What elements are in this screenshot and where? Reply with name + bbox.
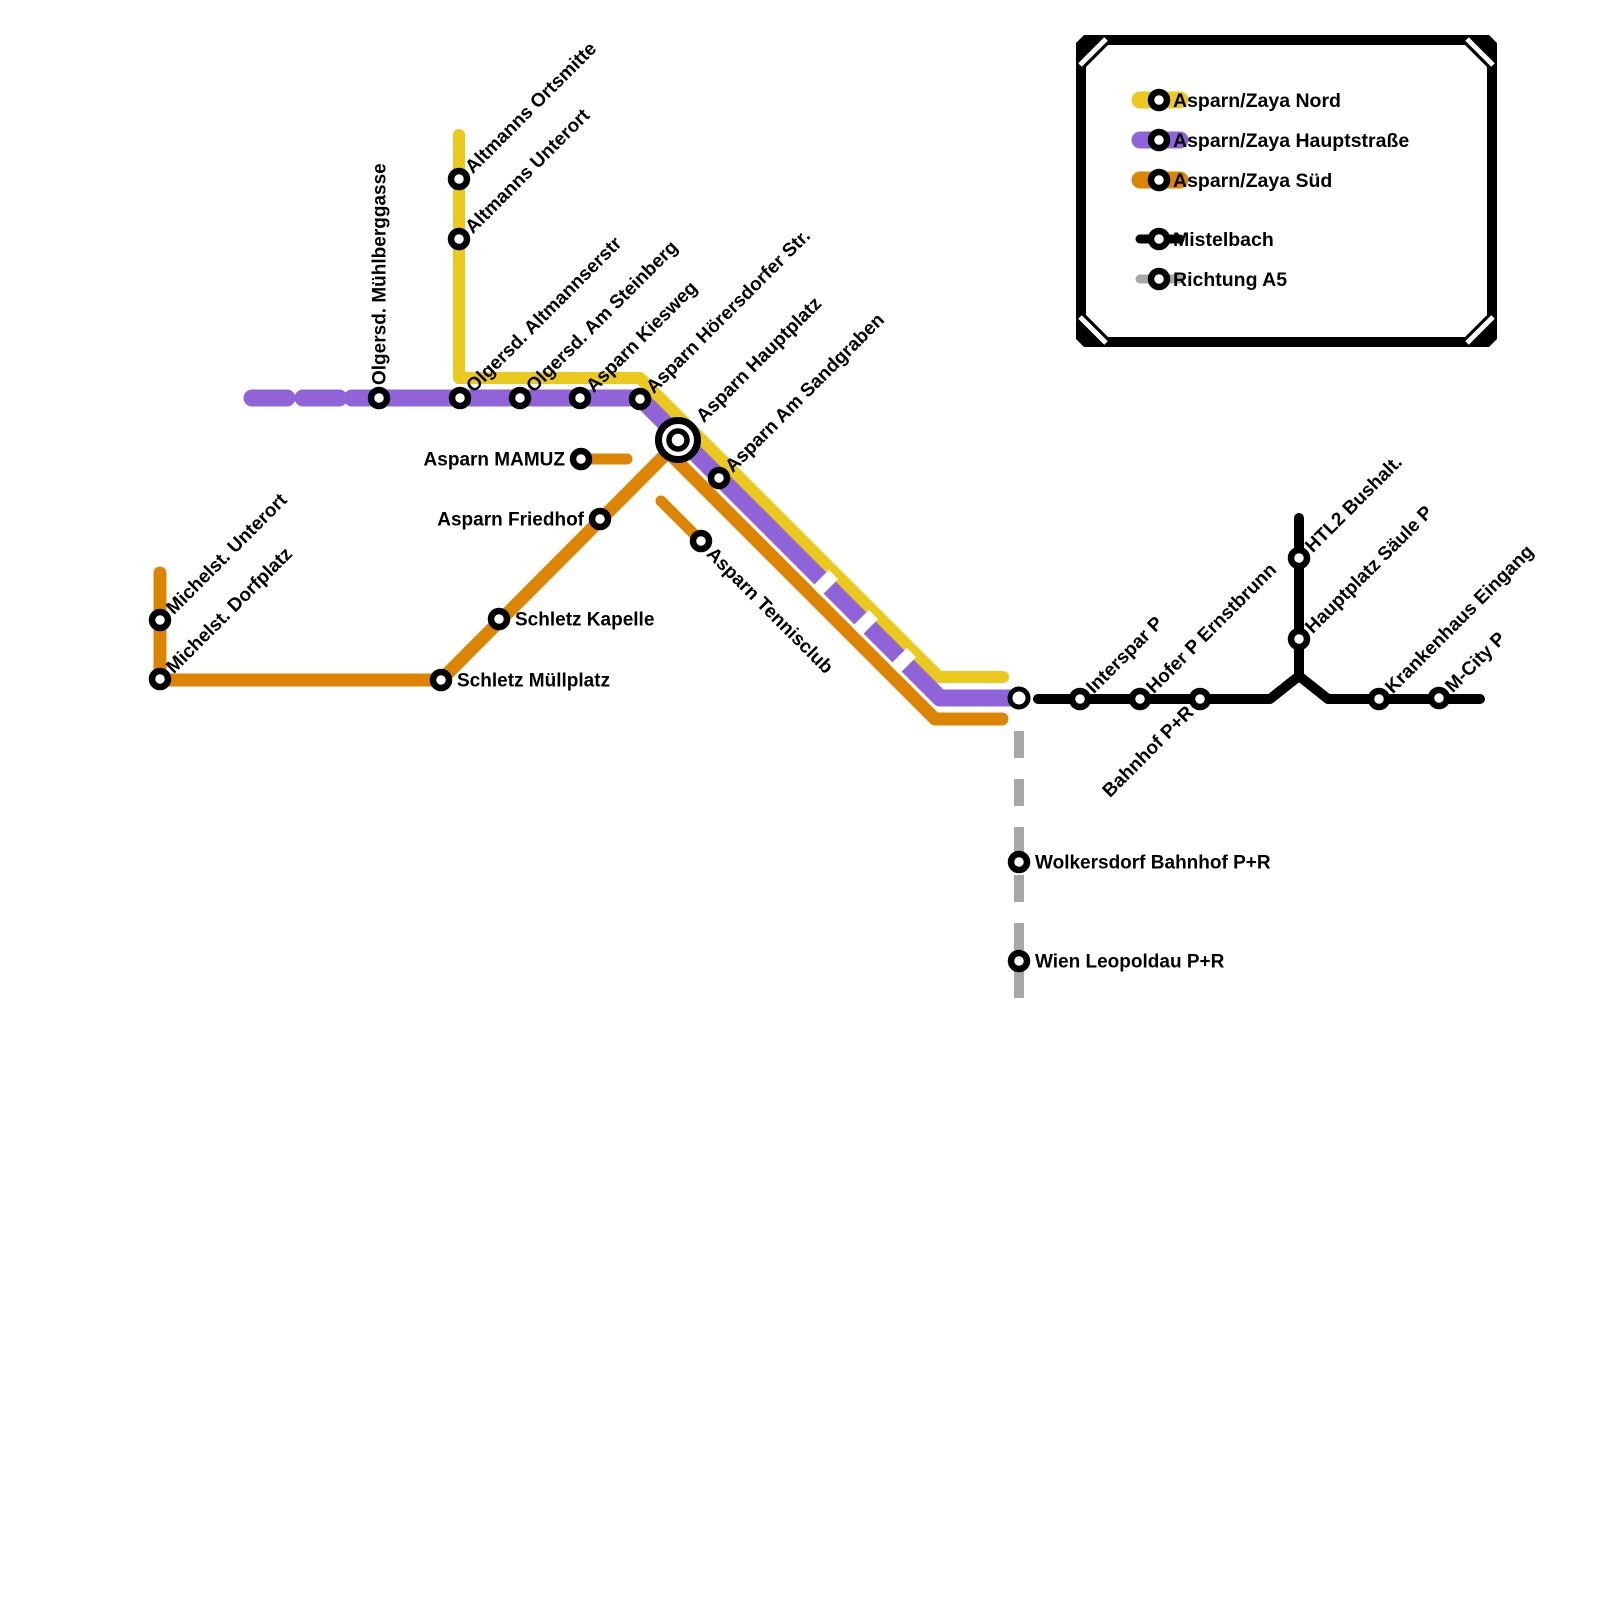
legend-station-icon [1147,88,1171,112]
legend-station-icon [1147,227,1171,251]
purple-dash-gap [851,609,879,637]
station-bahnhof-p-r [1188,687,1212,711]
station-krankenhaus-eingang [1367,687,1391,711]
legend-item-asparn-zaya-sued: Asparn/Zaya Süd [1131,168,1332,192]
legend-frame-corner-slit [1078,37,1108,67]
stations [148,167,1451,973]
station-label-schletz-m-llplatz: Schletz Müllplatz [457,671,610,692]
station-altmanns-ortsmitte [447,167,471,191]
purple-dash-gap [889,647,917,675]
station-asparn-friedhof [588,507,612,531]
station-label-asparn-friedhof: Asparn Friedhof [437,510,584,531]
route-line-sued [153,445,1009,726]
station-olgersd-m-hlberggasse [367,386,391,410]
terminus-station [1007,686,1031,710]
legend-item-mistelbach: Mistelbach [1135,227,1274,251]
station-michelst-dorfplatz [148,667,172,691]
legend-station-icon [1147,168,1171,192]
legend-station-icon [1147,128,1171,152]
legend-item-asparn-zaya-hauptstrasse: Asparn/Zaya Hauptstraße [1131,128,1409,152]
station-label-asparn-mamuz: Asparn MAMUZ [424,450,566,471]
station-htl2-bushalt [1287,546,1311,570]
legend-frame-corner-slit [1078,315,1108,345]
legend-label-asparn-zaya-sued: Asparn/Zaya Süd [1173,170,1332,192]
station-asparn-mamuz [569,447,593,471]
legend-label-mistelbach: Mistelbach [1173,229,1274,251]
purple-dash-gap [811,569,839,597]
station-label-olgersd-m-hlberggasse: Olgersd. Mühlberggasse [370,163,391,385]
station-wolkersdorf-bahnhof-p-r [1007,850,1031,874]
station-schletz-m-llplatz [429,668,453,692]
station-altmanns-unterort [447,227,471,251]
station-label-schletz-kapelle: Schletz Kapelle [515,610,654,631]
station-michelst-unterort [148,608,172,632]
station-wien-leopoldau-p-r [1007,949,1031,973]
station-label-wien-leopoldau-p-r: Wien Leopoldau P+R [1035,952,1225,973]
route-line-hauptstrasse [343,389,1023,707]
station-asparn-tennisclub [689,529,713,553]
legend-label-asparn-zaya-nord: Asparn/Zaya Nord [1173,90,1341,112]
station-asparn-kiesweg [568,386,592,410]
station-m-city-p [1427,686,1451,710]
station-hauptplatz-s-ule-p [1287,627,1311,651]
route-line-nord [453,129,1009,683]
legend-item-asparn-zaya-nord: Asparn/Zaya Nord [1131,88,1341,112]
legend-station-icon [1147,267,1171,291]
legend-frame-corner-slit [1465,315,1495,345]
legend-label-asparn-zaya-hauptstrasse: Asparn/Zaya Hauptstraße [1173,130,1409,152]
legend-frame-corner-slit [1465,37,1495,67]
station-asparn-am-sandgraben [707,466,731,490]
station-interspar-p [1068,687,1092,711]
legend-label-richtung-a5: Richtung A5 [1173,269,1287,291]
station-olgersd-am-steinberg [508,386,532,410]
station-olgersd-altmannserstr [448,386,472,410]
legend-item-richtung-a5: Richtung A5 [1135,267,1287,291]
interchange-station-inner-asparn-hauptplatz [666,428,690,452]
legend: Asparn/Zaya Nord Asparn/Zaya Hauptstraße A… [1076,35,1497,347]
station-schletz-kapelle [487,607,511,631]
station-asparn-h-rersdorfer-str [628,387,652,411]
station-hofer-p-ernstbrunn [1128,687,1152,711]
station-label-wolkersdorf-bahnhof-p-r: Wolkersdorf Bahnhof P+R [1035,853,1271,874]
